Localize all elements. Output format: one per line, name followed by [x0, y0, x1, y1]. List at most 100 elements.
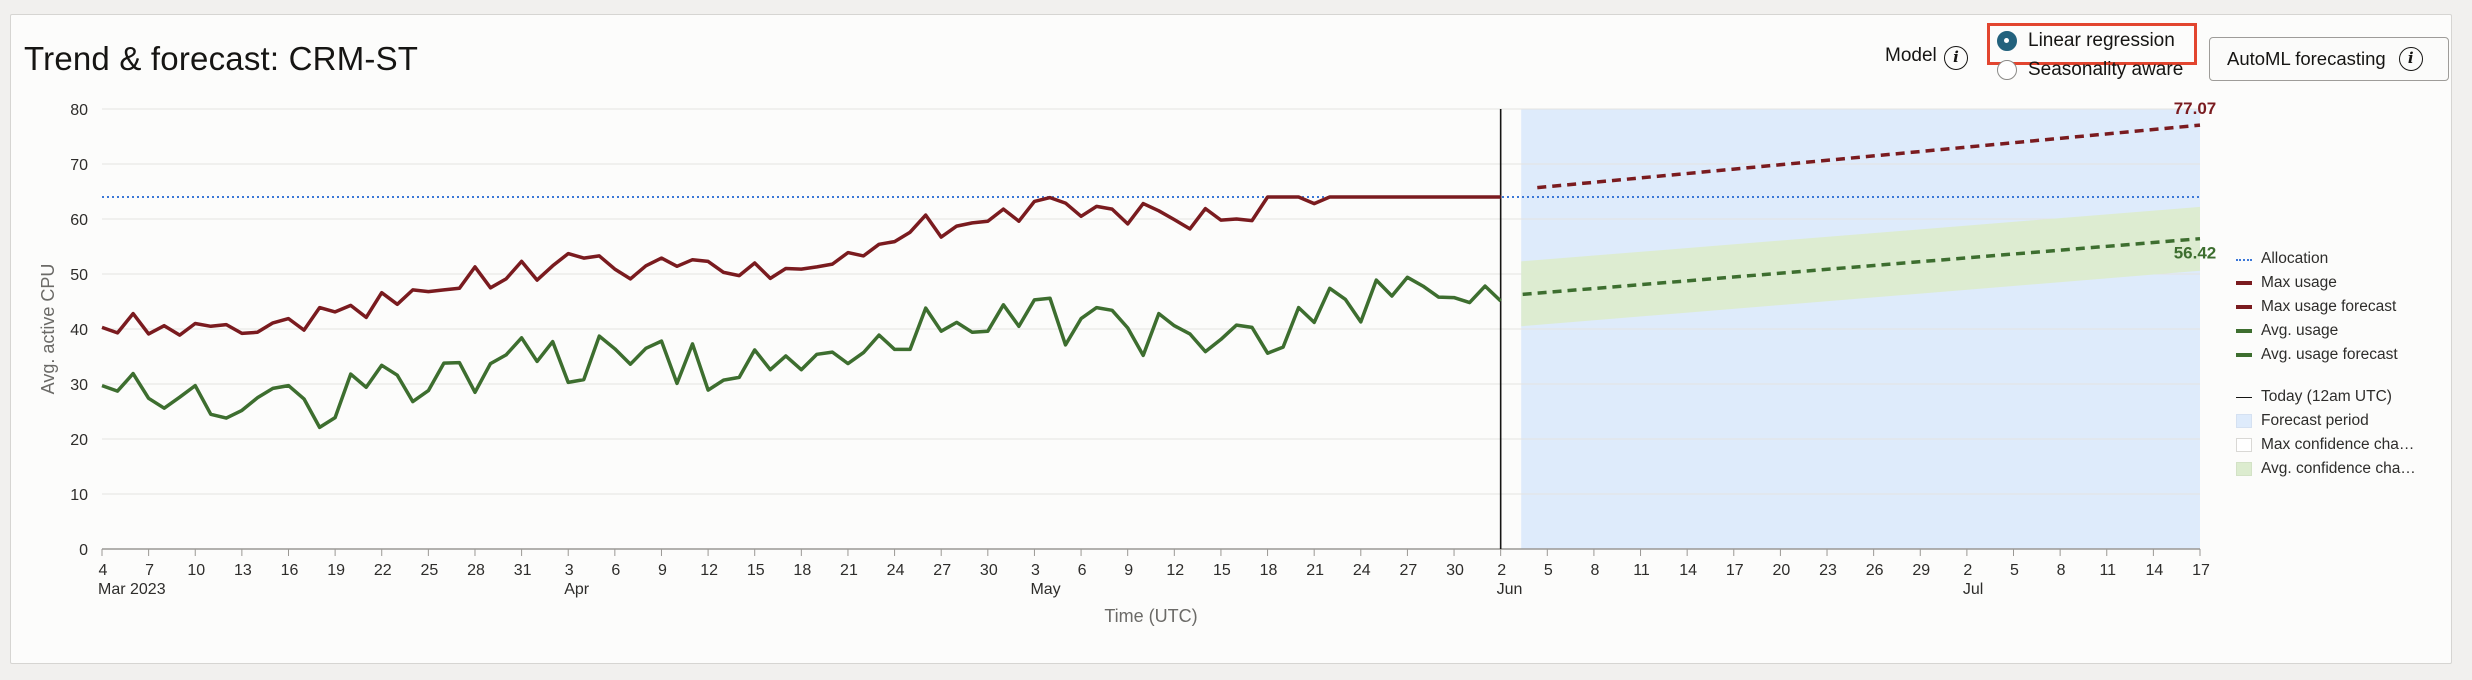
x-tick-label: 30	[980, 562, 998, 579]
legend-label: Max usage	[2261, 274, 2337, 291]
avg-usage-line	[101, 275, 1502, 430]
avg-usage-forecast-line	[1522, 236, 2201, 297]
x-tick-label: 23	[1819, 562, 1837, 579]
legend-swatch-icon	[2236, 396, 2252, 398]
legend-item[interactable]: Max confidence cha…	[2236, 435, 2426, 455]
legend-label: Avg. confidence cha…	[2261, 460, 2416, 477]
x-tick-label: 3	[565, 562, 574, 579]
x-tick-label: 15	[747, 562, 765, 579]
y-tick-label: 50	[70, 267, 88, 284]
x-tick-label: 18	[1260, 562, 1278, 579]
x-tick-label: 14	[1679, 562, 1697, 579]
x-tick-label: 12	[700, 562, 718, 579]
x-tick-label: 3	[1031, 562, 1040, 579]
x-tick-label: 8	[2057, 562, 2066, 579]
y-axis-title: Avg. active CPU	[38, 264, 58, 395]
x-tick-label: 9	[658, 562, 667, 579]
max-usage-forecast-end-label: 77.07	[2174, 99, 2217, 118]
legend-label: Avg. usage forecast	[2261, 346, 2398, 363]
model-radio-highlight	[1987, 23, 2197, 65]
legend-label: Max confidence cha…	[2261, 436, 2415, 453]
y-tick-label: 0	[79, 542, 88, 559]
y-tick-label: 10	[70, 487, 88, 504]
legend-item[interactable]: Max usage	[2236, 273, 2426, 293]
radio-unselected-icon	[1997, 60, 2017, 80]
automl-info-icon[interactable]: i	[2398, 47, 2423, 71]
x-tick-label: 14	[2145, 562, 2163, 579]
page-title: Trend & forecast: CRM-ST	[24, 40, 419, 77]
x-tick-label: 2	[1963, 562, 1972, 579]
legend-item[interactable]: Avg. usage	[2236, 321, 2426, 341]
x-tick-label: 5	[1544, 562, 1553, 579]
x-month-label: Jun	[1497, 581, 1523, 598]
max-usage-line	[101, 195, 1501, 337]
x-tick-label: 27	[933, 562, 951, 579]
x-tick-label: 16	[281, 562, 299, 579]
x-month-label: Mar 2023	[98, 581, 166, 598]
legend-swatch-icon	[2236, 259, 2252, 261]
x-tick-label: 12	[1166, 562, 1184, 579]
legend-label: Max usage forecast	[2261, 298, 2397, 315]
y-tick-label: 40	[70, 322, 88, 339]
legend-swatch-icon	[2236, 353, 2252, 357]
y-tick-label: 70	[70, 157, 88, 174]
radio-linear-regression[interactable]: Linear regression	[1997, 30, 2175, 52]
x-tick-label: 31	[514, 562, 532, 579]
avg-usage-forecast-end-label: 56.42	[2174, 244, 2217, 263]
model-info-icon[interactable]: i	[1944, 46, 1968, 70]
x-tick-label: 2	[1497, 562, 1506, 579]
x-month-label: May	[1030, 581, 1060, 598]
legend-label: Today (12am UTC)	[2261, 388, 2392, 405]
x-tick-label: 8	[1590, 562, 1599, 579]
x-tick-label: 6	[1078, 562, 1087, 579]
legend-item[interactable]: Today (12am UTC)	[2236, 387, 2426, 407]
legend-swatch-icon	[2236, 414, 2252, 428]
x-tick-label: 29	[1912, 562, 1930, 579]
x-tick-label: 22	[374, 562, 392, 579]
legend-item[interactable]: Forecast period	[2236, 411, 2426, 431]
x-tick-label: 4	[99, 562, 108, 579]
x-tick-label: 27	[1400, 562, 1418, 579]
legend-item[interactable]: Avg. confidence cha…	[2236, 459, 2426, 479]
avg-confidence-band	[1521, 206, 2200, 327]
x-month-label: Jul	[1963, 581, 1983, 598]
y-tick-label: 60	[70, 212, 88, 229]
radio-seasonality-aware[interactable]: Seasonality aware	[1997, 59, 2183, 81]
legend-item[interactable]: Allocation	[2236, 249, 2426, 269]
x-tick-label: 30	[1446, 562, 1464, 579]
y-tick-label: 80	[70, 102, 88, 119]
x-tick-label: 24	[887, 562, 905, 579]
legend-swatch-icon	[2236, 462, 2252, 476]
x-tick-label: 7	[145, 562, 154, 579]
legend-swatch-icon	[2236, 305, 2252, 309]
legend-label: Forecast period	[2261, 412, 2369, 429]
x-tick-label: 25	[420, 562, 438, 579]
legend-swatch-icon	[2236, 281, 2252, 285]
x-tick-label: 17	[2192, 562, 2210, 579]
max-usage-forecast-line	[1537, 123, 2201, 190]
x-tick-label: 11	[2099, 562, 2116, 579]
x-tick-label: 15	[1213, 562, 1231, 579]
y-tick-label: 20	[70, 432, 88, 449]
legend-label: Allocation	[2261, 250, 2329, 267]
automl-forecasting-button[interactable]: AutoML forecasting i	[2209, 37, 2449, 81]
x-tick-label: 21	[1306, 562, 1324, 579]
legend-swatch-icon	[2236, 438, 2252, 452]
x-tick-label: 6	[611, 562, 620, 579]
x-tick-label: 28	[467, 562, 485, 579]
legend-label: Avg. usage	[2261, 322, 2339, 339]
x-tick-label: 26	[1866, 562, 1884, 579]
legend-item[interactable]: Avg. usage forecast	[2236, 345, 2426, 365]
y-tick-label: 30	[70, 377, 88, 394]
x-tick-label: 17	[1726, 562, 1744, 579]
x-tick-label: 19	[327, 562, 345, 579]
x-tick-label: 9	[1124, 562, 1133, 579]
x-tick-label: 10	[187, 562, 205, 579]
radio-selected-icon	[1997, 31, 2017, 51]
legend-item[interactable]: Max usage forecast	[2236, 297, 2426, 317]
legend-swatch-icon	[2236, 329, 2252, 333]
radio-linear-regression-label: Linear regression	[2028, 30, 2175, 51]
radio-seasonality-aware-label: Seasonality aware	[2028, 59, 2184, 80]
x-tick-label: 11	[1633, 562, 1650, 579]
